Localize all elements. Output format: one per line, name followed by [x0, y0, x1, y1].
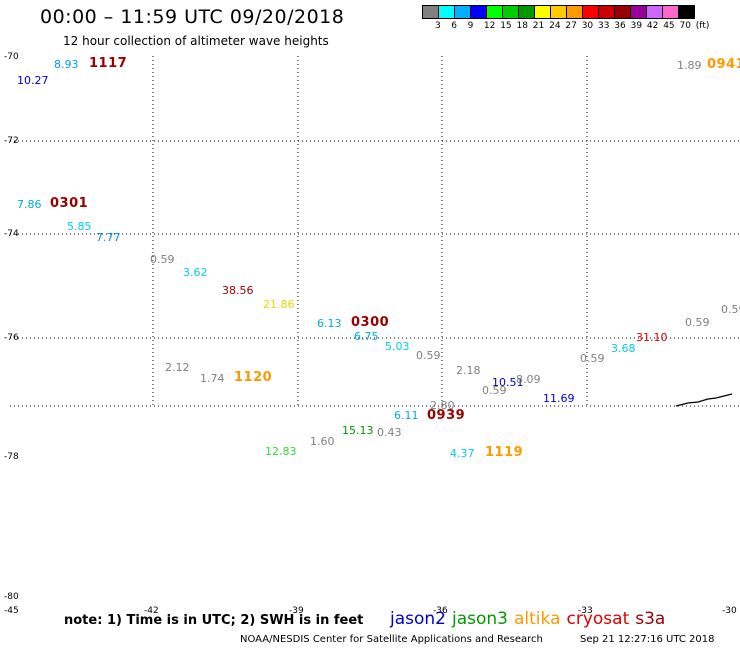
wave-height-value: 2.18 [456, 364, 481, 377]
scale-label: 45 [663, 21, 675, 31]
wave-height-value: 31.10 [636, 331, 668, 344]
latitude-label: -70 [4, 52, 19, 62]
pass-time-label: 0941 [707, 57, 740, 72]
latitude-label: -78 [4, 452, 19, 462]
legend-jason3: jason3 [452, 609, 508, 629]
scale-label: 39 [630, 21, 643, 31]
wave-height-value: 2.80 [430, 399, 455, 412]
map-title: 00:00 – 11:59 UTC 09/20/2018 [40, 6, 345, 28]
wave-height-value: 0.59 [150, 253, 175, 266]
scale-label: 18 [516, 21, 528, 31]
map-subtitle: 12 hour collection of altimeter wave hei… [63, 34, 329, 48]
pass-time-label: 1117 [89, 56, 128, 71]
latitude-label: -74 [4, 229, 19, 239]
scale-label: (ft) [695, 21, 710, 31]
legend-cryosat: cryosat [566, 609, 630, 629]
wave-height-value: 3.68 [611, 342, 636, 355]
wave-height-value: 7.86 [17, 198, 42, 211]
scale-label: 42 [646, 21, 659, 31]
wave-height-value: 1.60 [310, 435, 335, 448]
wave-height-value: 6.13 [317, 317, 342, 330]
scale-label: 30 [581, 21, 594, 31]
wave-height-value: 15.13 [342, 424, 374, 437]
scale-swatch [678, 5, 695, 19]
wave-height-value: 38.56 [222, 284, 254, 297]
wave-height-value: 10.27 [17, 74, 49, 87]
scale-label: 36 [614, 21, 626, 31]
scale-label: 6 [451, 21, 458, 31]
scale-label: 15 [500, 21, 512, 31]
wave-height-value: 0.59 [416, 349, 441, 362]
wave-height-color-scale [422, 5, 695, 19]
grid-lines [10, 56, 740, 407]
wave-height-value: 0.43 [377, 426, 402, 439]
wave-height-value: 3.62 [183, 266, 208, 279]
credit-line: NOAA/NESDIS Center for Satellite Applica… [240, 634, 543, 645]
wave-height-value: 8.09 [516, 373, 541, 386]
longitude-label: -30 [722, 606, 737, 616]
satellite-legend: jason2 jason3 altika cryosat s3a [390, 609, 671, 629]
wave-height-value: 0.59 [685, 316, 710, 329]
wave-height-value: 4.37 [450, 447, 475, 460]
wave-height-value: 6.11 [394, 409, 419, 422]
scale-label: 3 [435, 21, 441, 31]
pass-time-label: 0301 [50, 196, 89, 211]
scale-label: 70 [679, 21, 691, 31]
longitude-label: -39 [289, 606, 304, 616]
legend-altika: altika [514, 609, 561, 629]
corner-longitude-label: -45 [4, 606, 19, 616]
wave-height-value: 21.86 [263, 298, 295, 311]
legend-s3a: s3a [635, 609, 666, 629]
wave-height-value: 0.59 [580, 352, 605, 365]
generation-timestamp: Sep 21 12:27:16 UTC 2018 [580, 634, 715, 645]
units-note: note: 1) Time is in UTC; 2) SWH is in fe… [64, 613, 364, 628]
pass-time-label: 0300 [351, 315, 390, 330]
wave-height-scale-labels: 3 6 9 12 15 18 21 24 27 30 33 36 39 42 45 70 (ft) [422, 21, 740, 33]
wave-height-value: 1.89 [677, 59, 702, 72]
scale-label: 33 [598, 21, 610, 31]
wave-height-value: 7.77 [96, 231, 121, 244]
wave-height-value: 2.12 [165, 361, 190, 374]
longitude-label: -36 [433, 606, 448, 616]
wave-height-value: 5.03 [385, 340, 410, 353]
scale-label: 27 [565, 21, 577, 31]
longitude-label: -42 [144, 606, 159, 616]
wave-height-value: 10.51 [492, 376, 524, 389]
legend-jason2: jason2 [390, 609, 446, 629]
longitude-label: -33 [578, 606, 593, 616]
wave-height-value: 8.93 [54, 58, 79, 71]
wave-height-value: 6.75 [354, 330, 379, 343]
antarctic-coastline [675, 393, 733, 407]
latitude-label: -72 [4, 136, 19, 146]
scale-label: 12 [483, 21, 496, 31]
pass-time-label: 1120 [234, 370, 273, 385]
wave-height-value: 1.74 [200, 372, 225, 385]
scale-label: 24 [549, 21, 561, 31]
wave-height-value: 0.59 [482, 384, 507, 397]
pass-time-label: 1119 [485, 445, 524, 460]
scale-label: 9 [467, 21, 474, 31]
wave-height-value: 11.69 [543, 392, 575, 405]
scale-label: 21 [532, 21, 545, 31]
wave-height-value: 12.83 [265, 445, 297, 458]
latitude-label: -76 [4, 333, 19, 343]
wave-height-value: 5.85 [67, 220, 92, 233]
pass-time-label: 0939 [427, 408, 466, 423]
wave-height-value: 0.59 [721, 303, 740, 316]
latitude-label: -80 [4, 592, 19, 602]
